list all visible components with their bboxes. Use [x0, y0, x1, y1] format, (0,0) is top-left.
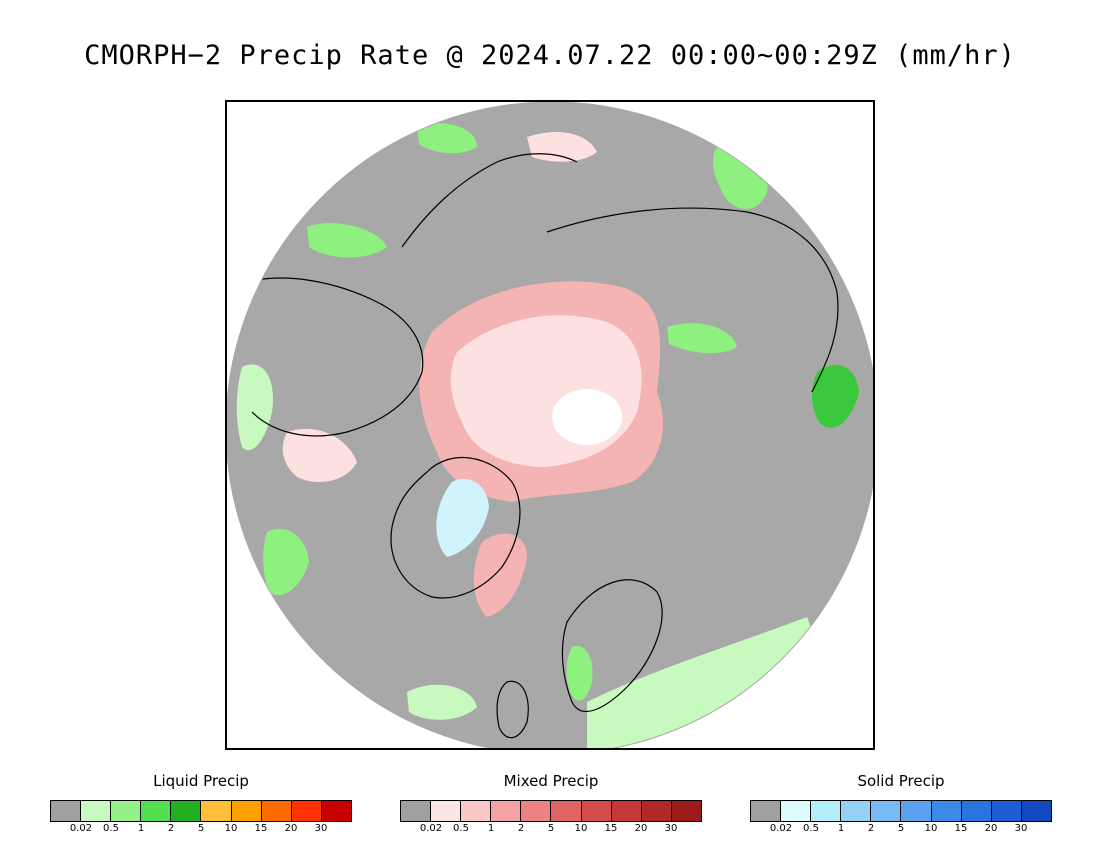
polar-map: [227, 102, 873, 748]
map-title: CMORPH−2 Precip Rate @ 2024.07.22 00:00~…: [84, 40, 1016, 71]
legend-swatch: [1021, 801, 1051, 821]
legend-swatch: [51, 801, 82, 821]
legend-swatch: [231, 801, 262, 821]
legend-swatch: [961, 801, 992, 821]
legend-swatch: [751, 801, 782, 821]
legend-swatch: [611, 801, 642, 821]
legend-color-bar: [750, 800, 1052, 822]
legend-swatch: [171, 801, 202, 821]
coastline-alaska: [401, 153, 578, 248]
legend-tick-label: 15: [604, 823, 618, 834]
liquid-precip-labrador: [263, 528, 309, 596]
legend-tick-label: 5: [197, 823, 205, 834]
legend-tick-label: 5: [897, 823, 905, 834]
mixed-precip-canada: [282, 428, 357, 482]
legend-tick-label: 30: [664, 823, 678, 834]
coastline-british-isles: [496, 680, 529, 739]
coastline-canada: [246, 277, 424, 437]
solid-precip-greenland: [436, 479, 489, 557]
liquid-precip-canada-west: [307, 223, 387, 258]
legend-solid-precip: Solid Precip 0.02 0.5 1 2 5 10 15 20 30: [750, 772, 1052, 842]
legend-swatch: [991, 801, 1022, 821]
legend-swatch: [461, 801, 492, 821]
legend-tick-label: 30: [314, 823, 328, 834]
legend-swatch: [551, 801, 582, 821]
pole-data-gap: [552, 389, 622, 445]
legend-tick-label: 30: [1014, 823, 1028, 834]
legend-swatch: [491, 801, 522, 821]
legend-swatch: [261, 801, 292, 821]
legend-tick-label: 20: [634, 823, 648, 834]
legend-title: Mixed Precip: [503, 772, 599, 790]
legend-tick-label: 20: [284, 823, 298, 834]
legend-swatch: [781, 801, 812, 821]
legend-swatch: [521, 801, 552, 821]
legend-swatch: [901, 801, 932, 821]
legend-tick-label: 1: [487, 823, 495, 834]
legend-tick-labels: 0.02 0.5 1 2 5 10 15 20 30: [50, 823, 352, 837]
legend-title: Liquid Precip: [153, 772, 249, 790]
legend-color-bar: [400, 800, 702, 822]
legend-swatch: [201, 801, 232, 821]
legend-tick-label: 2: [517, 823, 525, 834]
liquid-precip-alaska: [417, 123, 477, 154]
legend-color-bar: [50, 800, 352, 822]
legend-tick-label: 0.5: [803, 823, 819, 834]
legend-tick-label: 1: [837, 823, 845, 834]
liquid-precip-north-atlantic: [407, 684, 477, 720]
legend-tick-labels: 0.02 0.5 1 2 5 10 15 20 30: [400, 823, 702, 837]
liquid-precip-east-siberia: [667, 323, 737, 354]
legend-tick-label: 2: [867, 823, 875, 834]
liquid-precip-hudson: [236, 364, 273, 451]
legend-swatch: [141, 801, 172, 821]
legend-tick-label: 0.5: [453, 823, 469, 834]
coastline-scandinavia: [561, 579, 663, 713]
legend-tick-label: 15: [954, 823, 968, 834]
legend-tick-label: 15: [254, 823, 268, 834]
coastline-greenland: [390, 457, 521, 599]
legend-swatch: [431, 801, 462, 821]
legend-swatch: [811, 801, 842, 821]
legend-tick-label: 10: [224, 823, 238, 834]
legend-mixed-precip: Mixed Precip 0.02 0.5 1 2 5 10 15 20 30: [400, 772, 702, 842]
legend-swatch: [291, 801, 322, 821]
liquid-precip-far-east: [811, 364, 859, 428]
legend-swatch: [321, 801, 351, 821]
coastline-siberia: [546, 207, 839, 393]
legend-tick-label: 0.02: [419, 823, 443, 834]
map-frame: [225, 100, 875, 750]
legend-tick-label: 20: [984, 823, 998, 834]
legend-swatch: [401, 801, 432, 821]
mixed-precip-greenland-sea: [473, 533, 527, 617]
legend-tick-label: 0.5: [103, 823, 119, 834]
legend-swatch: [841, 801, 872, 821]
legend-swatch: [671, 801, 701, 821]
legend-tick-labels: 0.02 0.5 1 2 5 10 15 20 30: [750, 823, 1052, 837]
legend-tick-label: 0.02: [69, 823, 93, 834]
legend-swatch: [581, 801, 612, 821]
liquid-precip-scandinavia: [566, 646, 593, 701]
legend-tick-label: 5: [547, 823, 555, 834]
legend-tick-label: 2: [167, 823, 175, 834]
legend-swatch: [871, 801, 902, 821]
legend-title: Solid Precip: [857, 772, 945, 790]
legend-swatch: [111, 801, 142, 821]
legend-tick-label: 0.02: [769, 823, 793, 834]
legend-swatch: [81, 801, 112, 821]
legend-swatch: [931, 801, 962, 821]
legend-liquid-precip: Liquid Precip 0.02 0.5 1 2 5 10 15 20 30: [50, 772, 352, 842]
legend-tick-label: 10: [924, 823, 938, 834]
legend-tick-label: 10: [574, 823, 588, 834]
legend-swatch: [641, 801, 672, 821]
legend-tick-label: 1: [137, 823, 145, 834]
